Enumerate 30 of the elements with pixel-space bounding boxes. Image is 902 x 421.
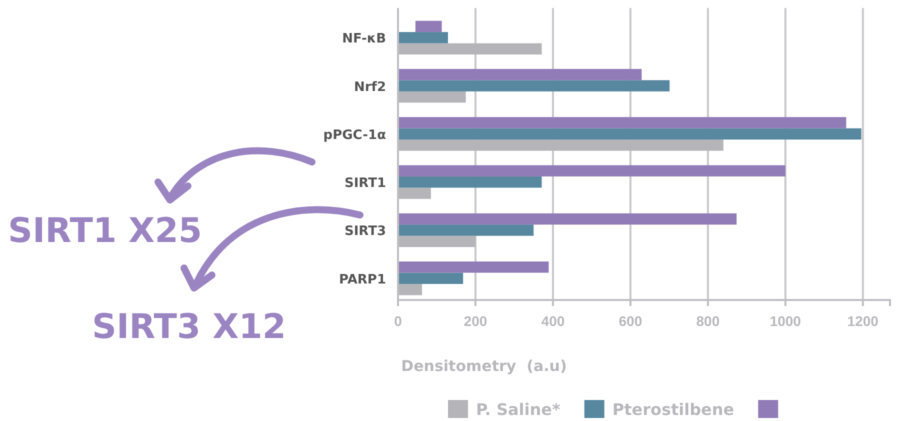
bar [398, 80, 670, 92]
bar [398, 213, 737, 225]
text: SIRT1 X25 [8, 211, 202, 251]
x-tick-label: 600 [618, 312, 642, 329]
bar [398, 117, 846, 128]
y-tick-label: pPGC-1α [323, 128, 386, 143]
text: SIRT3 X12 [92, 307, 286, 347]
x-tick-label: 0 [394, 312, 402, 329]
bar [415, 20, 442, 32]
x-tick-label: 1000 [770, 312, 802, 329]
y-tick-label: SIRT3 [344, 224, 386, 240]
bar [398, 32, 448, 44]
x-tick-label: 1200 [847, 312, 879, 329]
bar [398, 224, 534, 236]
bar [398, 128, 862, 140]
y-tick-label: PARP1 [339, 272, 386, 288]
y-tick-label: NF-κB [342, 32, 386, 47]
x-tick-label: 200 [464, 312, 488, 329]
legend-label: Pterostilbene [612, 400, 734, 419]
x-tick-label: 800 [696, 312, 720, 329]
bar [398, 176, 542, 188]
legend-label: P. Saline* [476, 400, 561, 419]
y-tick-label: SIRT1 [344, 176, 386, 192]
bar [398, 261, 549, 273]
y-tick-label: Nrf2 [354, 80, 386, 95]
bar [398, 68, 642, 80]
bar [398, 165, 786, 176]
x-tick-label: 400 [541, 312, 565, 329]
bar [398, 272, 464, 284]
x-axis-title: Densitometry (a.u) [401, 357, 567, 375]
